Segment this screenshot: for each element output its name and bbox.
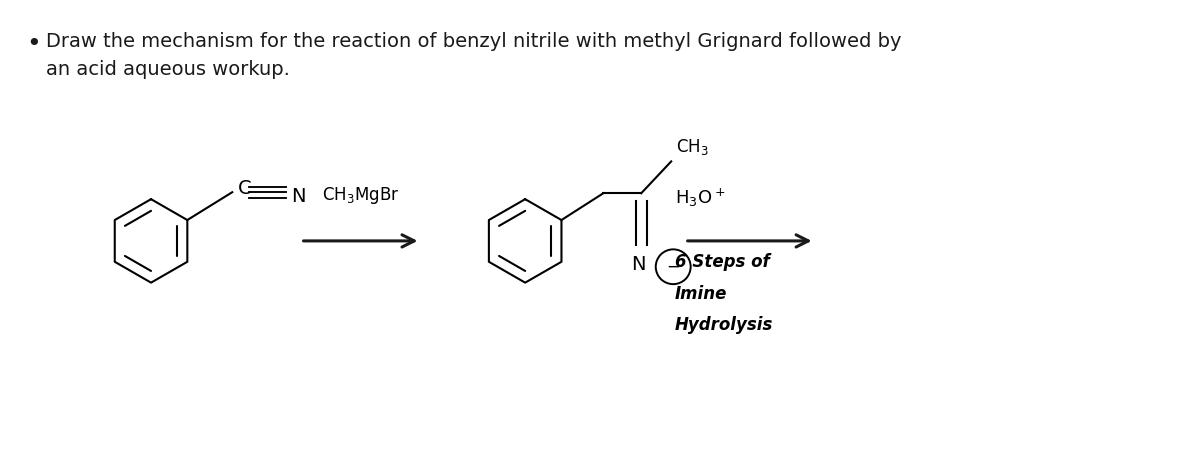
- Text: Imine: Imine: [674, 285, 727, 303]
- Text: −: −: [666, 258, 680, 276]
- Text: 6 Steps of: 6 Steps of: [674, 253, 769, 271]
- Text: CH$_3$: CH$_3$: [676, 138, 709, 157]
- Text: CH$_3$MgBr: CH$_3$MgBr: [322, 185, 400, 206]
- Text: Draw the mechanism for the reaction of benzyl nitrile with methyl Grignard follo: Draw the mechanism for the reaction of b…: [47, 32, 901, 79]
- Text: H$_3$O$^+$: H$_3$O$^+$: [674, 187, 725, 209]
- Text: N: N: [292, 187, 306, 206]
- Text: Hydrolysis: Hydrolysis: [674, 317, 773, 335]
- Text: N: N: [631, 255, 646, 274]
- Text: •: •: [26, 32, 41, 56]
- Text: C: C: [239, 179, 252, 198]
